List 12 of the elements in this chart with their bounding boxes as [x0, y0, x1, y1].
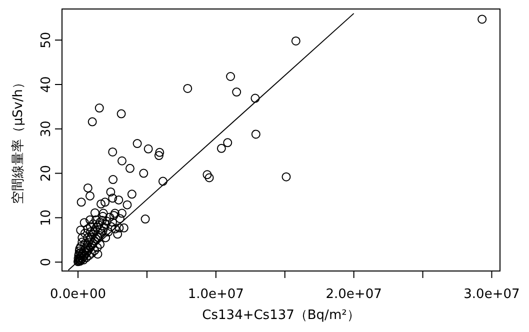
y-tick-label: 30	[39, 120, 54, 138]
x-axis-title: Cs134+Cs137（Bq/m²）	[202, 308, 360, 323]
y-tick-label: 10	[39, 209, 54, 226]
y-tick-label: 20	[39, 165, 54, 182]
y-axis-title: 空間線量率（μSv/h）	[10, 76, 26, 204]
x-tick-label: 3.0e+07	[464, 287, 520, 302]
y-tick-label: 40	[39, 76, 54, 93]
y-tick-label: 50	[39, 32, 54, 48]
x-tick-label: 1.0e+07	[188, 287, 244, 302]
x-tick-label: 2.0e+07	[326, 287, 382, 302]
y-tick-label: 0	[39, 258, 54, 266]
x-tick-label: 0.0e+00	[50, 287, 106, 302]
